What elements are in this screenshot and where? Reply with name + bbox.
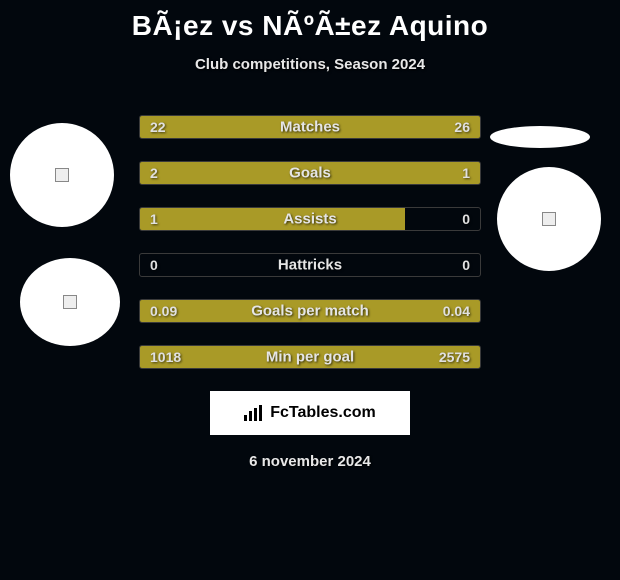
chart-icon [244,405,264,421]
stat-value-right: 0 [462,211,470,227]
stat-value-right: 1 [462,165,470,181]
stat-value-left: 1018 [150,349,181,365]
stat-row: 22 26 Matches [139,115,481,139]
stat-value-right: 2575 [439,349,470,365]
stat-value-right: 0.04 [443,303,470,319]
branding-badge: FcTables.com [210,391,410,435]
image-placeholder-icon [63,295,77,309]
stat-value-left: 0.09 [150,303,177,319]
page-subtitle: Club competitions, Season 2024 [0,56,620,73]
avatar-circle [20,258,120,346]
stat-label: Min per goal [266,349,354,366]
stat-row: 0.09 0.04 Goals per match [139,299,481,323]
stat-label: Goals per match [251,303,369,320]
stat-label: Hattricks [278,257,342,274]
stat-row: 1018 2575 Min per goal [139,345,481,369]
stat-row: 2 1 Goals [139,161,481,185]
bar-left [140,162,368,184]
avatar-circle [10,123,114,227]
date-label: 6 november 2024 [0,453,620,470]
avatar-circle [497,167,601,271]
bar-left [140,208,405,230]
decor-ellipse [490,126,590,148]
stat-value-left: 2 [150,165,158,181]
stat-value-left: 1 [150,211,158,227]
page-title: BÃ¡ez vs NÃºÃ±ez Aquino [0,0,620,42]
image-placeholder-icon [542,212,556,226]
image-placeholder-icon [55,168,69,182]
stat-value-left: 22 [150,119,166,135]
stats-container: 22 26 Matches 2 1 Goals 1 0 Assists 0 0 Hattricks 0.… [139,115,481,369]
stat-value-left: 0 [150,257,158,273]
stat-value-right: 0 [462,257,470,273]
stat-label: Matches [280,119,340,136]
stat-label: Goals [289,165,331,182]
stat-label: Assists [283,211,336,228]
stat-row: 0 0 Hattricks [139,253,481,277]
stat-row: 1 0 Assists [139,207,481,231]
stat-value-right: 26 [454,119,470,135]
branding-text: FcTables.com [270,404,376,422]
